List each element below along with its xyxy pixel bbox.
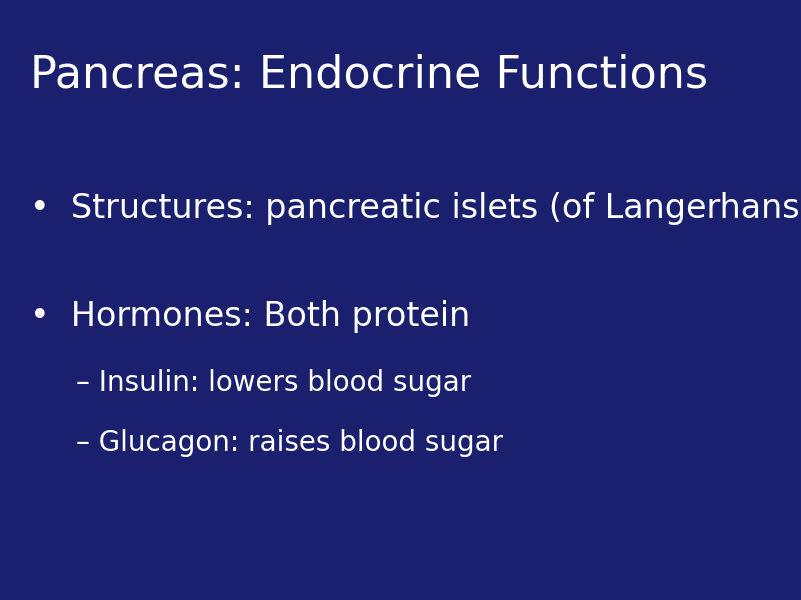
Text: •  Hormones: Both protein: • Hormones: Both protein: [30, 300, 471, 333]
Text: – Glucagon: raises blood sugar: – Glucagon: raises blood sugar: [76, 429, 503, 457]
Text: Pancreas: Endocrine Functions: Pancreas: Endocrine Functions: [30, 54, 708, 97]
Text: •  Structures: pancreatic islets (of Langerhans): • Structures: pancreatic islets (of Lang…: [30, 192, 801, 225]
Text: – Insulin: lowers blood sugar: – Insulin: lowers blood sugar: [76, 369, 471, 397]
